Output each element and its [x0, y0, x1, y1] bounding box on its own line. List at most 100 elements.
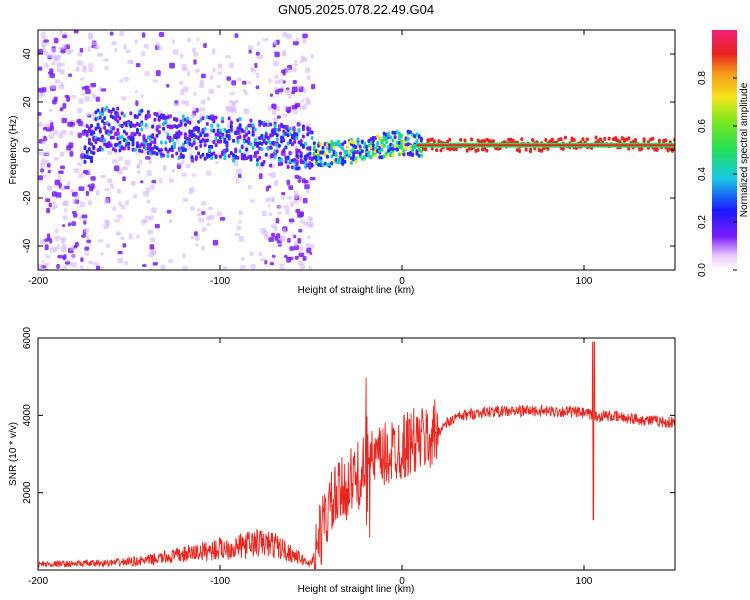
spectrogram-y-ticks: -40 -20 0 20 40	[22, 48, 675, 253]
spectrum-cell	[73, 168, 80, 173]
spectrum-cell	[485, 148, 489, 153]
spectrum-cell	[247, 136, 251, 141]
spectrum-cell	[285, 209, 290, 215]
spectrum-cell	[598, 137, 602, 142]
spectrum-cell	[214, 136, 218, 141]
spectrum-cell	[135, 152, 140, 156]
spectrum-cell	[282, 138, 286, 143]
spectrum-cell	[260, 141, 264, 146]
spectrum-cell	[41, 260, 46, 264]
spectrum-cell	[655, 147, 659, 152]
spectrum-cell	[349, 160, 353, 165]
spectrum-cell	[53, 57, 58, 63]
spectrum-cell	[256, 162, 260, 167]
spectrum-cell	[98, 129, 102, 134]
spectrum-cell	[73, 245, 78, 249]
spectrum-cell	[247, 123, 251, 128]
spectrum-cell	[116, 188, 122, 194]
spectrum-cell	[133, 132, 137, 137]
spectrum-cell	[408, 130, 412, 135]
spectrum-cell	[238, 149, 242, 154]
spectrum-cell	[219, 216, 226, 221]
spectrum-cell	[155, 146, 159, 151]
spectrum-cell	[380, 147, 384, 152]
spectrum-cell	[199, 107, 206, 112]
y-tick-label: 6000	[22, 326, 33, 349]
spectrum-cell	[251, 129, 255, 134]
spectrum-cell	[263, 234, 269, 239]
spectrum-cell	[45, 255, 51, 259]
spectrum-cell	[297, 238, 302, 244]
spectrum-cell	[38, 66, 43, 71]
spectrum-cell	[146, 170, 152, 176]
spectrum-cell	[297, 128, 301, 133]
spectrum-cell	[78, 186, 85, 192]
spectrum-cell	[233, 160, 239, 167]
spectrum-cell	[258, 155, 262, 160]
spectrum-cell	[310, 130, 314, 135]
spectrum-cell	[277, 127, 281, 132]
spectrum-cell	[265, 185, 269, 192]
spectrum-cell	[157, 130, 161, 135]
spectrum-cell	[210, 123, 214, 128]
spectrum-cell	[54, 79, 61, 84]
spectrum-cell	[43, 50, 49, 56]
spectrum-cell	[62, 34, 67, 39]
spectrum-cell	[666, 148, 670, 153]
spectrum-cell	[354, 145, 358, 150]
spectrum-cell	[148, 215, 154, 221]
spectrum-cell	[309, 218, 313, 223]
spectrum-cell	[297, 179, 301, 183]
spectrum-cell	[114, 116, 118, 121]
spectrum-cell	[63, 200, 69, 207]
spectrum-cell	[642, 138, 646, 143]
spectrum-cell	[107, 150, 113, 155]
spectrum-cell	[58, 132, 64, 139]
spectrum-cell	[302, 255, 307, 261]
spectrum-cell	[297, 85, 302, 89]
spectrum-cell	[293, 139, 297, 144]
spectrum-cell	[531, 138, 535, 143]
spectrum-cell	[317, 153, 321, 158]
spectrum-cell	[118, 148, 122, 153]
spectrum-cell	[282, 51, 286, 57]
spectrum-cell	[114, 165, 120, 172]
spectrum-cell	[262, 38, 269, 42]
spectrum-cell	[121, 166, 128, 171]
spectrum-cell	[221, 150, 225, 155]
spectrum-cell	[563, 135, 567, 140]
spectrum-cell	[140, 122, 144, 127]
spectrum-cell	[214, 143, 218, 148]
spectrum-cell	[367, 150, 371, 155]
spectrum-cell	[419, 136, 423, 141]
spectrum-cell	[251, 132, 255, 137]
spectrum-cell	[581, 137, 585, 142]
spectrum-cell	[328, 149, 332, 154]
spectrum-cell	[284, 254, 288, 258]
spectrum-cell	[187, 37, 191, 43]
spectrum-cell	[69, 130, 74, 136]
spectrum-cell	[304, 160, 308, 165]
spectrum-cell	[140, 108, 144, 113]
spectrum-cell	[651, 136, 655, 141]
spectrum-cell	[53, 246, 58, 252]
colorbar-tick-label: 0.2	[697, 215, 708, 229]
spectrum-cell	[470, 137, 474, 142]
spectrum-cell	[284, 125, 288, 130]
spectrum-cell	[240, 145, 244, 150]
spectrum-cell	[45, 159, 50, 165]
spectrum-cell	[120, 96, 127, 101]
spectrum-cell	[111, 40, 117, 46]
spectrum-cell	[459, 137, 463, 142]
spectrum-cell	[155, 70, 161, 77]
spectrum-cell	[125, 49, 131, 54]
spectrum-cell	[158, 177, 163, 184]
spectrum-cell	[225, 148, 229, 153]
spectrum-cell	[47, 71, 54, 75]
spectrum-cell	[270, 196, 275, 203]
spectrum-cell	[68, 73, 73, 77]
spectrum-cell	[419, 153, 423, 158]
spectrum-cell	[57, 175, 62, 181]
spectrum-cell	[550, 137, 554, 142]
